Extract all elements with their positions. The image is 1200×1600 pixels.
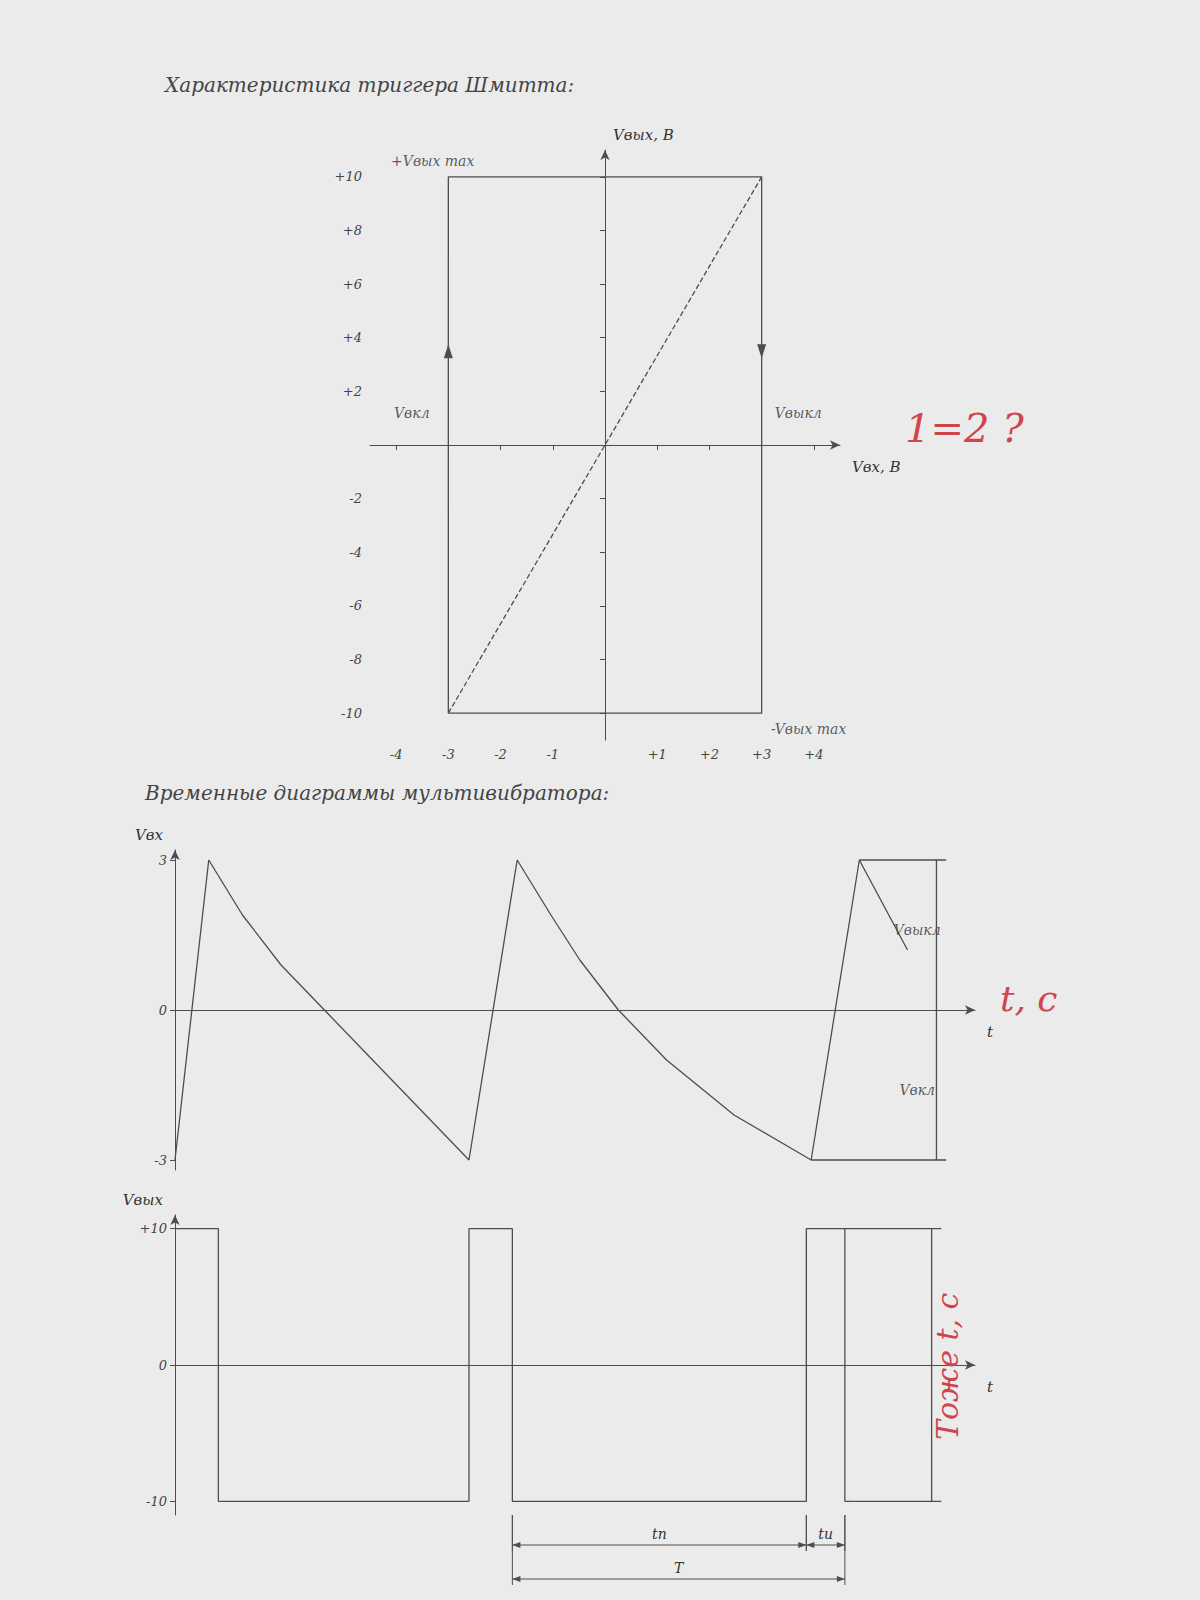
svg-text:+Vвых max: +Vвых max (391, 153, 474, 169)
svg-text:Vвых: Vвых (123, 1191, 164, 1209)
svg-text:0: 0 (159, 1003, 167, 1018)
svg-text:+1: +1 (648, 747, 667, 762)
svg-text:-3: -3 (154, 1153, 167, 1168)
svg-text:+4: +4 (343, 330, 362, 345)
svg-text:Vвых, В: Vвых, В (613, 126, 674, 144)
svg-text:+2: +2 (343, 384, 362, 399)
svg-text:+4: +4 (804, 747, 823, 762)
svg-text:tи: tи (818, 1526, 833, 1542)
svg-text:t: t (987, 1378, 994, 1396)
svg-text:+3: +3 (752, 747, 771, 762)
svg-text:-10: -10 (341, 706, 362, 721)
svg-text:-2: -2 (349, 491, 362, 506)
svg-text:Временные диаграммы мультивибр: Временные диаграммы мультивибратора: (144, 781, 609, 805)
svg-text:3: 3 (159, 853, 167, 868)
svg-text:-Vвых max: -Vвых max (771, 721, 846, 737)
svg-text:Vвкл: Vвкл (394, 405, 430, 421)
svg-text:t: t (987, 1023, 994, 1041)
html-text:t, c: t, c (1000, 978, 1058, 1019)
svg-text:+2: +2 (700, 747, 719, 762)
svg-text:T: T (674, 1560, 685, 1576)
html-text:1=2 ?: 1=2 ? (905, 405, 1024, 451)
svg-text:-6: -6 (349, 598, 362, 613)
svg-text:+10: +10 (140, 1221, 167, 1236)
svg-text:Vвх, В: Vвх, В (852, 458, 901, 476)
svg-text:-1: -1 (546, 747, 559, 762)
svg-text:tп: tп (652, 1526, 667, 1542)
svg-text:-4: -4 (390, 747, 403, 762)
svg-text:Характеристика триггера Шмитта: Характеристика триггера Шмитта: (163, 73, 574, 97)
svg-text:-8: -8 (349, 652, 362, 667)
svg-text:-10: -10 (146, 1494, 167, 1509)
svg-text:-2: -2 (494, 747, 507, 762)
svg-text:+10: +10 (335, 169, 362, 184)
svg-text:0: 0 (159, 1358, 167, 1373)
svg-text:Vвыкл: Vвыкл (775, 405, 822, 421)
svg-text:Vвкл: Vвкл (899, 1082, 935, 1098)
svg-text:Vвх: Vвх (135, 826, 164, 844)
html-text:Тоже t, c: Тоже t, c (930, 1292, 965, 1440)
svg-text:Vвыкл: Vвыкл (894, 922, 941, 938)
svg-text:-3: -3 (442, 747, 455, 762)
svg-text:+6: +6 (343, 277, 362, 292)
svg-text:-4: -4 (349, 545, 362, 560)
svg-text:+8: +8 (343, 223, 362, 238)
